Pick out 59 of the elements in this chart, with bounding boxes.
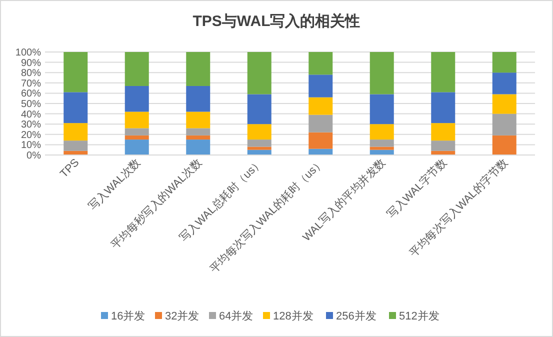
bar: [124, 52, 149, 86]
bar: [492, 135, 516, 155]
bar: [308, 52, 333, 75]
y-tick-label: 60%: [20, 88, 42, 100]
bar: [492, 94, 516, 114]
chart-title: TPS与WAL写入的相关性: [192, 13, 360, 30]
y-tick-label: 80%: [20, 68, 42, 80]
bar: [247, 52, 272, 94]
bar: [64, 92, 88, 124]
bar: [124, 135, 149, 140]
bar: [431, 123, 456, 141]
bar: [492, 114, 516, 136]
y-tick-label: 20%: [20, 130, 42, 141]
y-tick-label: 100%: [15, 48, 42, 58]
bar: [186, 128, 210, 136]
bar: [247, 140, 272, 147]
bar: [124, 86, 149, 112]
bar: [308, 132, 333, 149]
y-tick-label: 30%: [20, 120, 42, 131]
bar: [370, 94, 394, 124]
y-tick-label: 0%: [26, 150, 42, 162]
legend-label: 128并发: [273, 310, 314, 322]
bar: [247, 124, 272, 140]
bar: [370, 124, 394, 140]
y-tick-label: 10%: [20, 140, 42, 152]
y-tick-label: 90%: [20, 58, 42, 69]
bar: [370, 146, 394, 150]
bar: [124, 112, 149, 128]
bar: [124, 140, 149, 155]
bar: [247, 94, 272, 124]
y-tick-label: 50%: [20, 99, 42, 110]
bar: [370, 140, 394, 147]
bar: [431, 52, 456, 92]
y-tick-label: 70%: [20, 78, 42, 90]
bar: [186, 86, 210, 112]
bar: [492, 52, 516, 73]
bar: [492, 72, 516, 94]
bar: [308, 97, 333, 115]
legend-label: 16并发: [111, 310, 146, 322]
bar: [247, 146, 272, 150]
bar: [186, 112, 210, 128]
bar: [308, 114, 333, 132]
legend-label: 64并发: [219, 310, 254, 322]
bar: [431, 140, 456, 151]
legend-label: 32并发: [165, 310, 200, 322]
bar: [431, 92, 456, 124]
legend-label: 256并发: [336, 310, 376, 322]
y-tick-label: 40%: [20, 109, 42, 120]
bar: [308, 74, 333, 98]
bar: [64, 123, 88, 141]
bar: [186, 52, 210, 86]
bar: [64, 52, 88, 92]
bar: [64, 140, 88, 151]
bar: [186, 135, 210, 140]
bar: [370, 52, 394, 94]
bar: [124, 128, 149, 136]
x-tick-label: TPS: [58, 156, 82, 180]
legend-label: 512并发: [399, 310, 440, 322]
bar: [186, 140, 210, 155]
